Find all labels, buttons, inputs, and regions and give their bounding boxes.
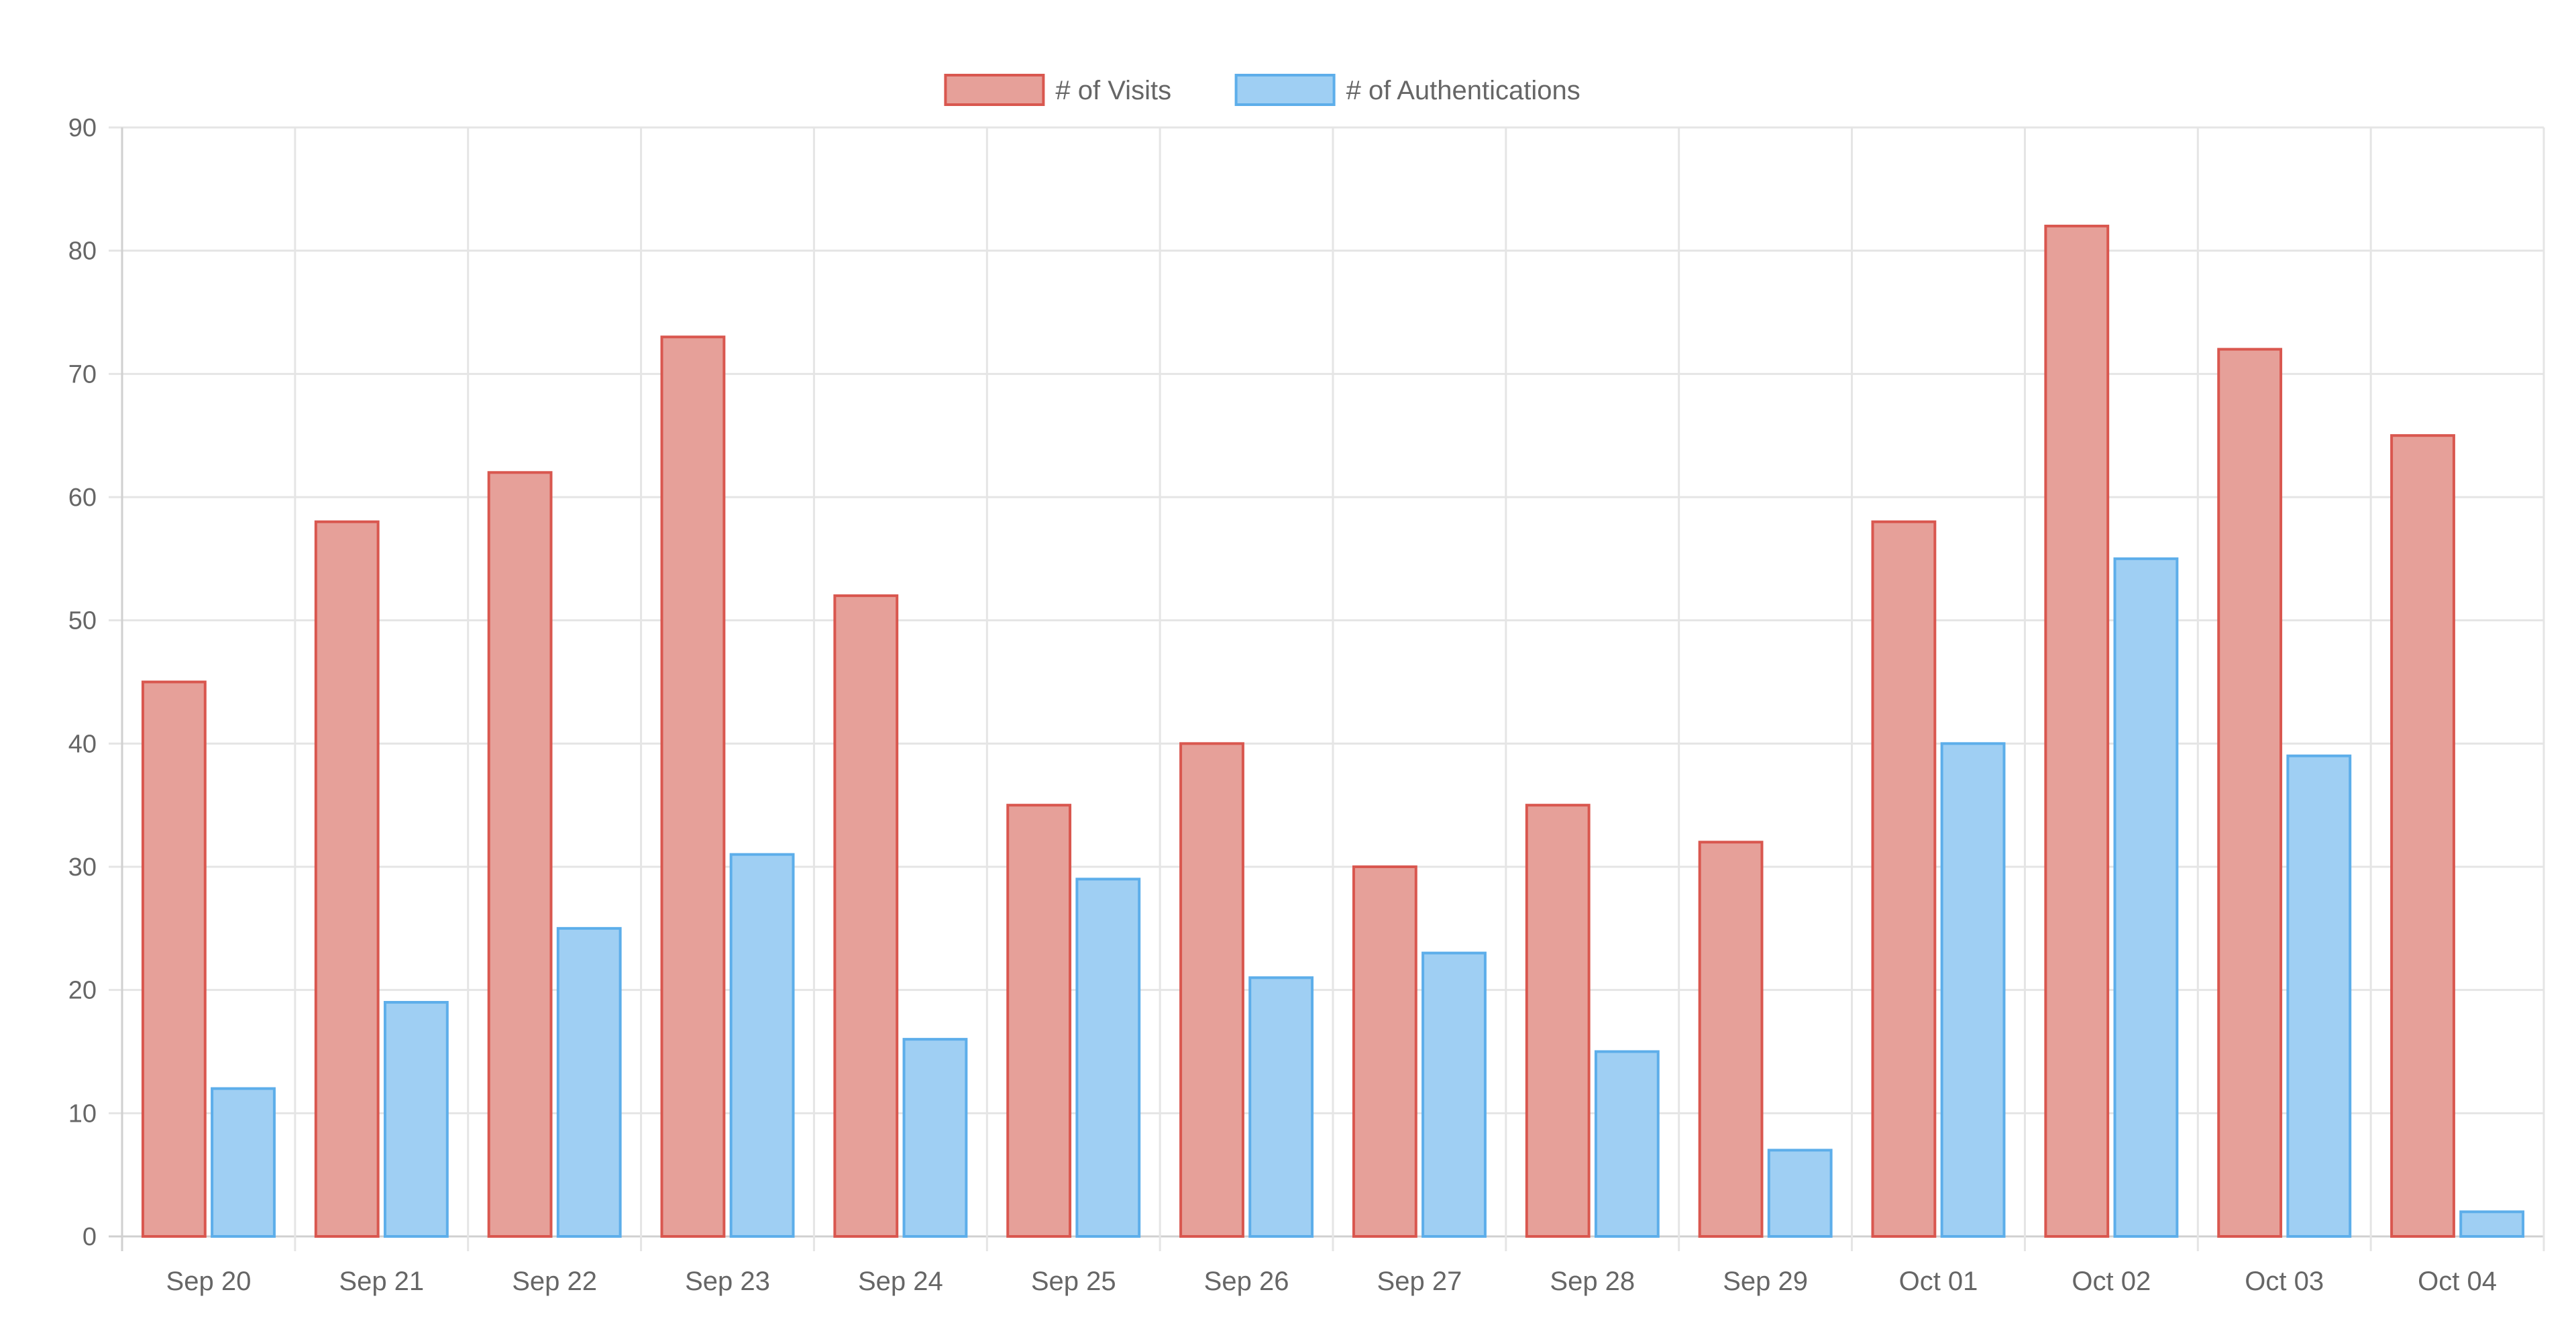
bar-visits[interactable] xyxy=(1179,742,1244,1238)
bar-authentications[interactable] xyxy=(2113,557,2179,1238)
bar-authentications[interactable] xyxy=(1940,742,2006,1238)
x-tick-label: Sep 24 xyxy=(858,1267,943,1296)
grid-layer xyxy=(109,126,2545,1251)
bar-visits[interactable] xyxy=(1352,865,1417,1238)
x-tick-label: Oct 04 xyxy=(2418,1267,2497,1296)
bar-authentications[interactable] xyxy=(2459,1210,2525,1238)
x-tick-label: Oct 02 xyxy=(2072,1267,2151,1296)
x-tick-label: Sep 27 xyxy=(1377,1267,1462,1296)
bar-visits[interactable] xyxy=(2217,348,2283,1238)
x-tick-label: Oct 01 xyxy=(1899,1267,1978,1296)
bar-visits[interactable] xyxy=(1525,804,1591,1238)
bar-visits[interactable] xyxy=(1871,520,1937,1238)
y-tick-label: 0 xyxy=(83,1223,97,1251)
legend-label: # of Authentications xyxy=(1346,76,1580,105)
y-tick-label: 50 xyxy=(68,607,97,635)
bar-visits[interactable] xyxy=(141,680,207,1238)
bar-visits[interactable] xyxy=(2044,224,2110,1238)
bar-authentications[interactable] xyxy=(1594,1050,1660,1238)
legend[interactable]: # of Visits # of Authentications xyxy=(944,74,1580,106)
bar-visits[interactable] xyxy=(1698,841,1764,1238)
bar-authentications[interactable] xyxy=(1248,976,1314,1238)
bar-visits[interactable] xyxy=(2390,434,2455,1238)
bar-authentications[interactable] xyxy=(556,926,622,1238)
x-tick-label: Sep 21 xyxy=(339,1267,424,1296)
bar-authentications[interactable] xyxy=(2286,754,2352,1238)
y-tick-label: 80 xyxy=(68,237,97,266)
y-tick-label: 10 xyxy=(68,1100,97,1128)
bar-authentications[interactable] xyxy=(383,1001,449,1238)
legend-item-authentications[interactable]: # of Authentications xyxy=(1234,74,1580,106)
bar-authentications[interactable] xyxy=(1421,951,1487,1238)
bar-authentications[interactable] xyxy=(729,853,795,1238)
x-tick-label: Sep 26 xyxy=(1204,1267,1289,1296)
y-tick-label: 60 xyxy=(68,484,97,512)
bar-authentications[interactable] xyxy=(902,1038,968,1238)
x-tick-label: Sep 29 xyxy=(1723,1267,1808,1296)
legend-swatch xyxy=(944,74,1045,106)
x-tick-label: Sep 28 xyxy=(1550,1267,1635,1296)
bar-visits[interactable] xyxy=(314,520,380,1238)
bar-authentications[interactable] xyxy=(1767,1149,1833,1238)
x-tick-label: Sep 22 xyxy=(512,1267,597,1296)
y-tick-label: 20 xyxy=(68,977,97,1005)
y-tick-label: 40 xyxy=(68,730,97,758)
x-tick-label: Oct 03 xyxy=(2245,1267,2324,1296)
legend-item-visits[interactable]: # of Visits xyxy=(944,74,1171,106)
legend-label: # of Visits xyxy=(1055,76,1171,105)
bar-visits[interactable] xyxy=(660,335,726,1238)
y-tick-label: 70 xyxy=(68,360,97,388)
legend-swatch xyxy=(1234,74,1336,106)
axis-layer: 0 10 20 30 40 50 60 70 80 90 Sep 20 Sep 21 Sep 22 Sep… xyxy=(68,114,2497,1296)
x-tick-label: Sep 23 xyxy=(685,1267,770,1296)
x-tick-label: Sep 25 xyxy=(1031,1267,1116,1296)
x-tick-label: Sep 20 xyxy=(166,1267,252,1296)
bar-visits[interactable] xyxy=(487,471,553,1238)
bar-authentications[interactable] xyxy=(211,1087,276,1238)
bars-layer xyxy=(141,224,2525,1238)
bar-authentications[interactable] xyxy=(1075,878,1141,1238)
bar-visits[interactable] xyxy=(833,594,899,1238)
y-tick-label: 90 xyxy=(68,114,97,142)
y-tick-label: 30 xyxy=(68,853,97,882)
bar-visits[interactable] xyxy=(1006,804,1072,1238)
